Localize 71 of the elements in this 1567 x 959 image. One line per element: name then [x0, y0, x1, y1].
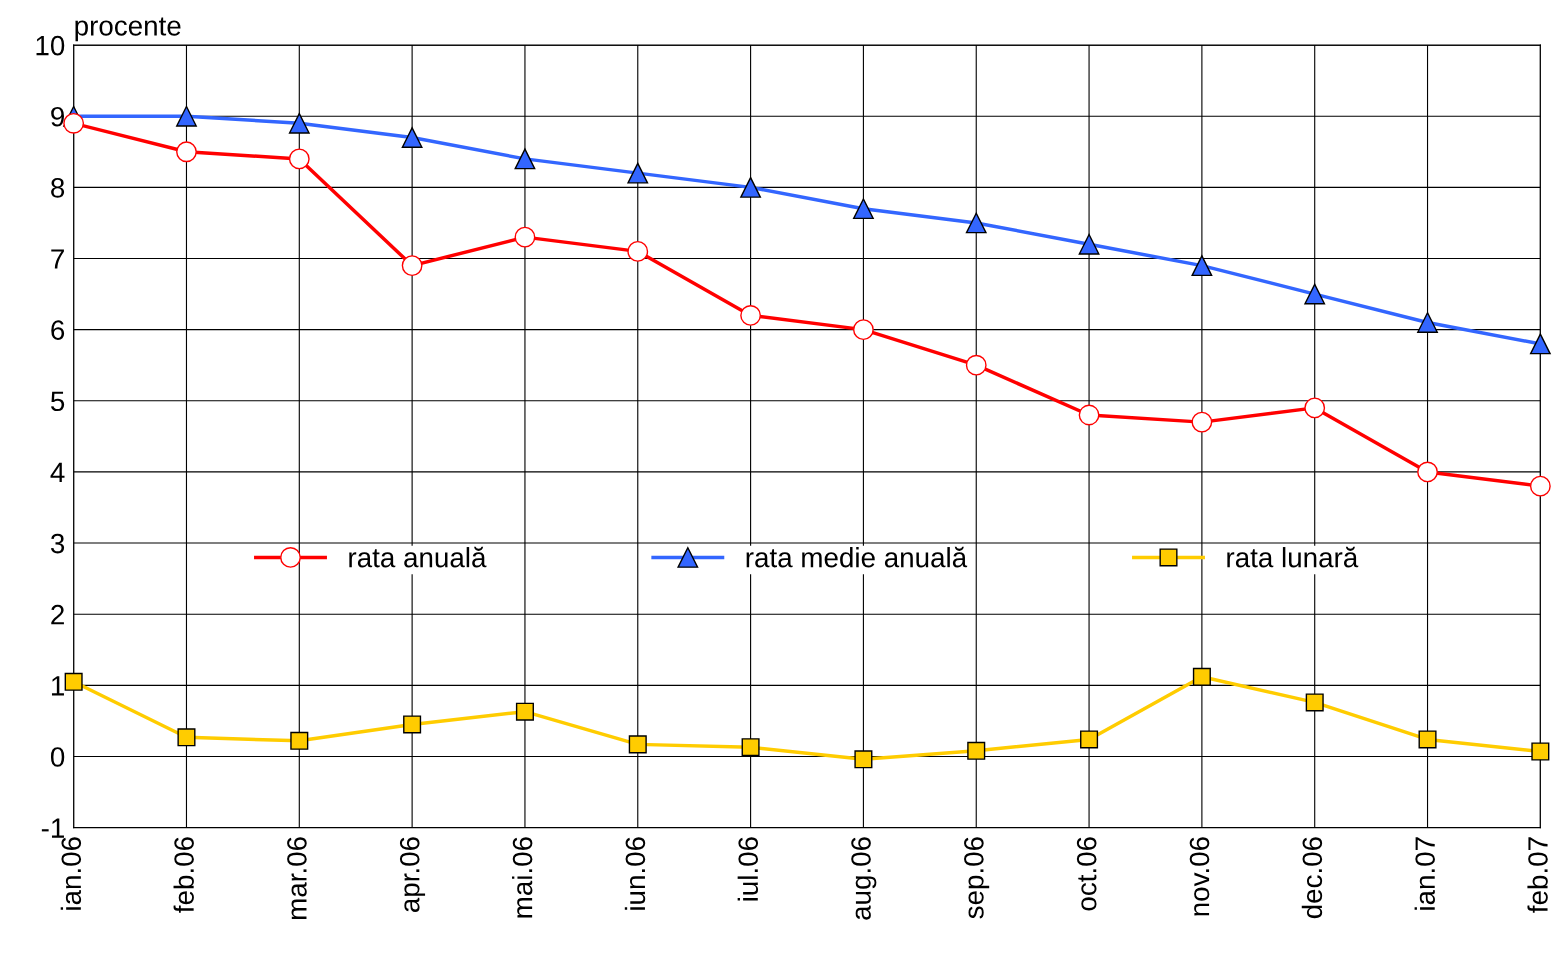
- point: [1304, 397, 1326, 419]
- y-tick-label: 9: [51, 106, 64, 127]
- point: [176, 141, 197, 163]
- x-tick-label: aug.06: [851, 837, 877, 920]
- point: [852, 198, 874, 220]
- point: [628, 735, 647, 754]
- point: [1078, 233, 1100, 255]
- x-tick-label: iun.06: [624, 837, 646, 910]
- point: [177, 728, 196, 747]
- x-tick-label: oct.06: [1076, 837, 1097, 911]
- x-tick-label: feb.06: [173, 837, 194, 913]
- y-tick-label: 10: [36, 35, 65, 56]
- legend-label: rata lunară: [1227, 546, 1359, 568]
- point: [64, 672, 83, 691]
- point: [1531, 742, 1550, 761]
- point: [627, 162, 649, 184]
- y-tick-label: 8: [51, 178, 65, 198]
- point: [401, 127, 423, 148]
- point: [176, 105, 197, 127]
- y-tick-label: 6: [51, 320, 65, 340]
- point: [1305, 693, 1324, 712]
- x-tick-label: iul.06: [737, 837, 759, 901]
- x-tick-label: dec.06: [1301, 837, 1323, 919]
- point: [1418, 730, 1437, 749]
- point: [741, 738, 760, 757]
- x-tick-label: ian.07: [1414, 837, 1435, 910]
- point: [1080, 730, 1099, 749]
- point: [1529, 333, 1551, 355]
- point: [627, 240, 649, 262]
- y-tick-label: 3: [50, 533, 65, 554]
- point: [740, 304, 762, 326]
- x-tick-label: apr.06: [399, 837, 426, 912]
- point: [740, 176, 762, 198]
- point: [965, 212, 987, 234]
- point: [1417, 461, 1438, 483]
- point: [1417, 312, 1438, 333]
- x-tick-label: sep.06: [964, 837, 990, 919]
- point: [1192, 667, 1211, 686]
- y-tick-label: 2: [51, 604, 64, 625]
- x-tick-label: ian.06: [60, 837, 82, 910]
- point: [1078, 404, 1100, 426]
- point: [852, 319, 874, 341]
- x-tick-label: mar.06: [287, 837, 307, 920]
- y-tick-label: 7: [51, 249, 64, 269]
- point: [401, 255, 423, 277]
- y-tick-label: -1: [41, 818, 64, 838]
- point: [514, 226, 536, 248]
- point: [1191, 255, 1213, 277]
- point: [965, 354, 987, 376]
- point: [1191, 411, 1213, 433]
- point: [1304, 283, 1326, 305]
- point: [854, 750, 873, 769]
- point: [63, 112, 85, 134]
- x-tick-label: mai.06: [512, 837, 533, 918]
- point: [515, 702, 534, 721]
- point: [1529, 475, 1551, 497]
- y-axis-title: procente: [75, 17, 181, 42]
- point: [403, 715, 422, 734]
- y-tick-label: 0: [50, 747, 65, 767]
- y-tick-label: 4: [50, 462, 65, 482]
- point: [288, 112, 310, 134]
- x-tick-label: nov.06: [1189, 837, 1210, 916]
- point: [290, 731, 309, 750]
- y-tick-label: 1: [51, 676, 64, 696]
- point: [967, 741, 986, 760]
- legend-label: rata medie anuală: [746, 546, 968, 568]
- x-tick-label: feb.07: [1527, 837, 1548, 913]
- point: [514, 148, 536, 170]
- y-tick-label: 5: [50, 391, 65, 412]
- legend-label: rata anuală: [349, 546, 487, 568]
- point: [288, 148, 310, 170]
